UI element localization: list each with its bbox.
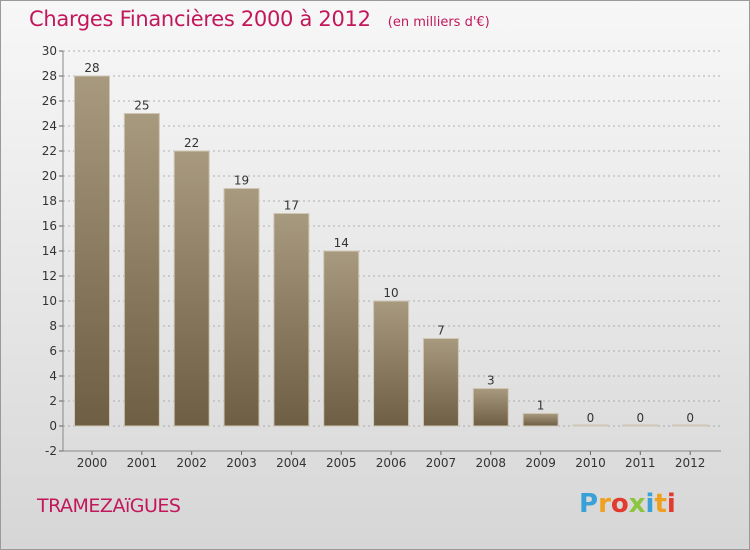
- commune-name: TRAMEZAïGUES: [37, 495, 181, 517]
- y-tick-label: 2: [49, 394, 57, 408]
- bar-2002: [173, 150, 210, 427]
- y-tick-label: 14: [42, 244, 57, 258]
- x-tick-label-2012: 2012: [675, 456, 706, 470]
- value-label-2005: 14: [334, 236, 349, 250]
- value-label-2009: 1: [537, 399, 545, 413]
- y-tick-label: 20: [42, 169, 57, 183]
- x-tick-label-2008: 2008: [475, 456, 506, 470]
- y-tick-label: 26: [42, 94, 57, 108]
- value-label-2004: 17: [284, 199, 299, 213]
- y-tick-label: 10: [42, 294, 57, 308]
- x-tick-label-2005: 2005: [326, 456, 357, 470]
- chart-subtitle: (en milliers d'€): [387, 15, 490, 30]
- x-tick-label-2006: 2006: [376, 456, 407, 470]
- x-tick-label-2001: 2001: [127, 456, 158, 470]
- brand-letter: r: [598, 489, 611, 519]
- brand-letter: i: [666, 489, 676, 519]
- bar-2006: [373, 300, 410, 427]
- bar-2009: [522, 413, 559, 427]
- y-tick-label: 18: [42, 194, 57, 208]
- value-label-2000: 28: [84, 61, 99, 75]
- brand-letter: o: [610, 489, 629, 519]
- y-tick-label: -2: [45, 444, 57, 458]
- value-label-2001: 25: [134, 99, 149, 113]
- y-tick-label: 4: [49, 369, 57, 383]
- value-label-2006: 10: [383, 286, 398, 300]
- x-tick-label-2003: 2003: [226, 456, 257, 470]
- x-tick-label-2010: 2010: [575, 456, 606, 470]
- x-tick-label-2000: 2000: [77, 456, 108, 470]
- x-tick-label-2004: 2004: [276, 456, 307, 470]
- bar-2003: [223, 188, 260, 427]
- bar-2000: [74, 75, 110, 427]
- value-label-2008: 3: [487, 374, 495, 388]
- value-label-2012: 0: [686, 411, 694, 425]
- x-tick-label-2009: 2009: [525, 456, 556, 470]
- y-tick-label: 16: [42, 219, 57, 233]
- value-label-2010: 0: [587, 411, 595, 425]
- y-tick-label: 28: [42, 69, 57, 83]
- x-axis: 2000 2001 2002 2003 2004 2005 2006 2007 2008 2009…: [63, 450, 721, 470]
- bar-2010: [572, 424, 609, 427]
- bar-2011: [622, 424, 659, 427]
- bar-2007: [422, 338, 459, 427]
- bar-2005: [323, 250, 360, 427]
- value-label-2011: 0: [636, 411, 644, 425]
- brand-letter: P: [579, 489, 599, 519]
- x-tick-label-2002: 2002: [176, 456, 207, 470]
- y-tick-label: 8: [49, 319, 57, 333]
- brand-letter: i: [645, 489, 655, 519]
- value-label-2003: 19: [234, 174, 249, 188]
- bar-2004: [273, 213, 310, 427]
- y-tick-label: 12: [42, 269, 57, 283]
- y-tick-label: 24: [42, 119, 57, 133]
- y-tick-label: 6: [49, 344, 57, 358]
- bar-2012: [672, 424, 709, 427]
- value-label-2007: 7: [437, 324, 445, 338]
- x-tick-label-2011: 2011: [625, 456, 656, 470]
- y-tick-label: 30: [42, 44, 57, 58]
- brand-letter: x: [628, 489, 646, 519]
- brand-logo: Proxiti: [579, 489, 676, 519]
- x-tick-label-2007: 2007: [426, 456, 457, 470]
- chart-title: Charges Financières 2000 à 2012: [29, 7, 371, 31]
- bar-2001: [123, 113, 160, 427]
- bar-2008: [472, 388, 509, 427]
- y-tick-label: 0: [49, 419, 57, 433]
- y-tick-label: 22: [42, 144, 57, 158]
- value-label-2002: 22: [184, 136, 199, 150]
- brand-letter: t: [654, 489, 667, 519]
- chart-title-block: Charges Financières 2000 à 2012 (en mill…: [29, 7, 490, 31]
